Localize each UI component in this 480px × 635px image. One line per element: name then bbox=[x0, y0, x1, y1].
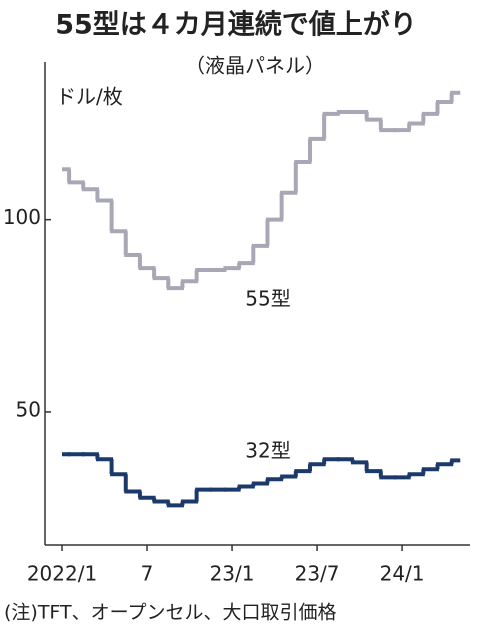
chart-title: 55型は４カ月連続で値上がり bbox=[55, 9, 417, 41]
x-tick-label: 23/1 bbox=[210, 562, 255, 586]
y-tick-label: 50 bbox=[16, 397, 41, 421]
x-tick-label: 23/7 bbox=[295, 562, 340, 586]
x-tick-label: 7 bbox=[141, 562, 154, 586]
x-tick-label: 24/1 bbox=[380, 562, 425, 586]
series-label: 32型 bbox=[245, 439, 290, 463]
y-tick-label: 100 bbox=[3, 205, 41, 229]
x-tick-label: 2022/1 bbox=[27, 562, 97, 586]
chart-subtitle: （液晶パネル） bbox=[185, 54, 325, 78]
series-label: 55型 bbox=[245, 287, 290, 311]
note: (注)TFT、オープンセル、大口取引価格 bbox=[4, 602, 337, 624]
y-axis-label: ドル/枚 bbox=[56, 85, 123, 109]
